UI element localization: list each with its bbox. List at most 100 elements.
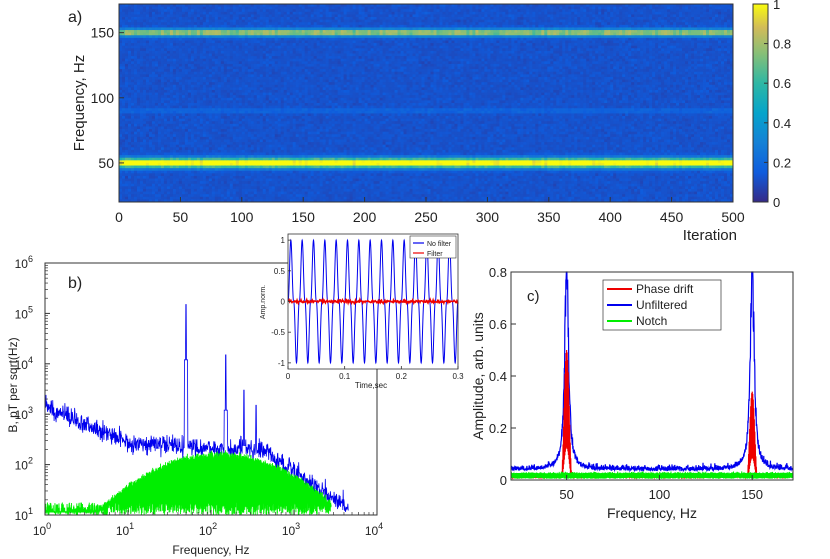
heatmap-cell	[151, 11, 156, 15]
heatmap-cell	[199, 4, 204, 8]
heatmap-cell	[274, 30, 279, 34]
heatmap-cell	[145, 118, 150, 122]
heatmap-cell	[178, 155, 183, 159]
heatmap-cell	[307, 175, 312, 179]
heatmap-cell	[289, 95, 294, 99]
heatmap-cell	[223, 147, 228, 151]
heatmap-cell	[127, 56, 132, 60]
heatmap-cell	[250, 63, 255, 67]
heatmap-cell	[175, 175, 180, 179]
heatmap-cell	[184, 118, 189, 122]
heatmap-cell	[139, 173, 144, 177]
heatmap-cell	[119, 168, 123, 172]
heatmap-cell	[277, 144, 282, 148]
heatmap-cell	[172, 181, 177, 185]
heatmap-cell	[205, 61, 210, 65]
heatmap-cell	[292, 27, 297, 31]
heatmap-cell	[256, 175, 261, 179]
heatmap-cell	[169, 4, 174, 8]
heatmap-cell	[130, 144, 135, 148]
heatmap-cell	[244, 32, 249, 36]
heatmap-cell	[310, 76, 315, 80]
heatmap-cell	[256, 116, 261, 120]
heatmap-cell	[256, 53, 261, 57]
heatmap-cell	[292, 196, 297, 200]
heatmap-cell	[205, 165, 210, 169]
heatmap-cell	[286, 105, 291, 109]
heatmap-cell	[151, 100, 156, 104]
heatmap-cell	[280, 118, 285, 122]
heatmap-cell	[247, 30, 252, 34]
heatmap-cell	[208, 6, 213, 10]
heatmap-cell	[274, 103, 279, 107]
heatmap-cell	[235, 87, 240, 91]
heatmap-cell	[226, 19, 231, 23]
heatmap-cell	[127, 183, 132, 187]
heatmap-cell	[301, 100, 306, 104]
heatmap-cell	[133, 131, 138, 135]
heatmap-cell	[247, 95, 252, 99]
heatmap-cell	[226, 173, 231, 177]
heatmap-cell	[160, 24, 165, 28]
heatmap-cell	[199, 63, 204, 67]
heatmap-cell	[247, 181, 252, 185]
heatmap-cell	[151, 199, 156, 203]
heatmap-cell	[163, 178, 168, 182]
heatmap-cell	[283, 45, 288, 49]
heatmap-cell	[262, 134, 267, 138]
heatmap-cell	[226, 103, 231, 107]
heatmap-cell	[265, 82, 270, 86]
heatmap-cell	[262, 110, 267, 114]
heatmap-cell	[184, 110, 189, 114]
heatmap-cell	[250, 196, 255, 200]
heatmap-cell	[187, 97, 192, 101]
heatmap-cell	[211, 162, 216, 166]
heatmap-cell	[157, 181, 162, 185]
heatmap-cell	[217, 22, 222, 26]
heatmap-cell	[175, 142, 180, 146]
heatmap-cell	[292, 103, 297, 107]
heatmap-cell	[160, 56, 165, 60]
heatmap-cell	[283, 32, 288, 36]
heatmap-cell	[262, 61, 267, 65]
heatmap-cell	[244, 56, 249, 60]
heatmap-cell	[151, 48, 156, 52]
heatmap-cell	[256, 168, 261, 172]
heatmap-cell	[280, 162, 285, 166]
heatmap-cell	[133, 188, 138, 192]
heatmap-cell	[163, 113, 168, 117]
heatmap-cell	[256, 142, 261, 146]
heatmap-cell	[238, 4, 243, 8]
heatmap-cell	[220, 9, 225, 13]
heatmap-cell	[136, 108, 141, 112]
heatmap-cell	[211, 142, 216, 146]
heatmap-cell	[232, 178, 237, 182]
heatmap-cell	[193, 14, 198, 18]
heatmap-cell	[202, 181, 207, 185]
heatmap-cell	[178, 142, 183, 146]
heatmap-cell	[277, 186, 282, 190]
heatmap-cell	[265, 134, 270, 138]
heatmap-cell	[127, 152, 132, 156]
heatmap-cell	[223, 53, 228, 57]
heatmap-cell	[122, 129, 126, 133]
heatmap-cell	[184, 105, 189, 109]
heatmap-cell	[229, 178, 234, 182]
heatmap-cell	[154, 27, 159, 31]
heatmap-cell	[175, 139, 180, 143]
heatmap-cell	[289, 121, 294, 125]
heatmap-cell	[163, 149, 168, 153]
heatmap-cell	[148, 149, 153, 153]
heatmap-cell	[160, 48, 165, 52]
heatmap-cell	[196, 131, 201, 135]
heatmap-cell	[220, 108, 225, 112]
heatmap-cell	[211, 61, 216, 65]
heatmap-cell	[193, 116, 198, 120]
heatmap-cell	[154, 139, 159, 143]
heatmap-cell	[250, 131, 255, 135]
heatmap-cell	[277, 50, 282, 54]
heatmap-cell	[205, 76, 210, 80]
heatmap-cell	[262, 71, 267, 75]
heatmap-cell	[148, 19, 153, 23]
heatmap-cell	[295, 194, 300, 198]
